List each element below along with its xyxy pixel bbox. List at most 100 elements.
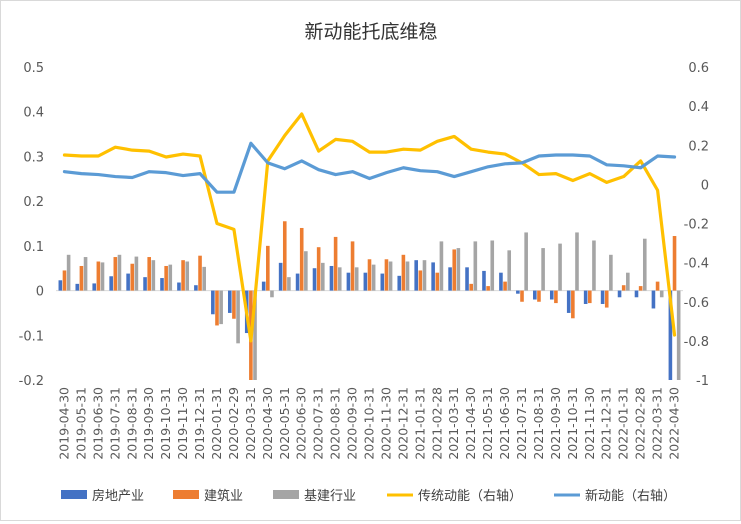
bar-infrastructure bbox=[304, 251, 308, 291]
bar-construction bbox=[181, 260, 185, 291]
legend-label: 基建行业 bbox=[304, 489, 356, 504]
x-axis-tick-label: 2021-03-31 bbox=[446, 387, 461, 460]
bar-real-estate bbox=[533, 290, 537, 300]
x-axis-tick-label: 2021-10-31 bbox=[565, 387, 580, 460]
right-axis-tick-label: -0.2 bbox=[684, 218, 709, 233]
x-axis-tick-label: 2020-08-31 bbox=[328, 387, 343, 460]
bar-infrastructure bbox=[473, 241, 478, 291]
bar-construction bbox=[435, 272, 440, 291]
x-axis-tick-label: 2021-02-28 bbox=[429, 387, 444, 460]
bar-real-estate bbox=[75, 283, 80, 291]
bar-infrastructure bbox=[354, 267, 359, 291]
bar-real-estate bbox=[465, 267, 469, 291]
bar-real-estate bbox=[346, 272, 351, 291]
bar-real-estate bbox=[549, 290, 554, 300]
bar-construction bbox=[215, 290, 219, 326]
bar-infrastructure bbox=[236, 290, 240, 344]
bar-construction bbox=[198, 255, 202, 291]
x-axis-tick-label: 2020-04-30 bbox=[260, 387, 275, 460]
chart-title: 新动能托底维稳 bbox=[304, 21, 437, 43]
legend-label: 新动能（右轴） bbox=[585, 488, 676, 504]
bar-construction bbox=[113, 257, 118, 291]
bar-construction bbox=[147, 257, 151, 291]
bar-construction bbox=[520, 290, 524, 302]
x-axis-tick-label: 2022-03-31 bbox=[650, 387, 665, 460]
bar-construction bbox=[266, 245, 270, 291]
bar-infrastructure bbox=[185, 261, 190, 291]
bar-infrastructure bbox=[151, 260, 156, 291]
legend-swatch bbox=[173, 490, 199, 499]
bar-real-estate bbox=[414, 260, 418, 291]
bar-real-estate bbox=[499, 272, 503, 291]
bar-infrastructure bbox=[642, 238, 647, 291]
bar-real-estate bbox=[651, 290, 656, 309]
x-axis-tick-label: 2020-01-31 bbox=[209, 387, 224, 460]
x-axis-tick-label: 2019-10-31 bbox=[158, 387, 173, 460]
bar-real-estate bbox=[397, 275, 402, 291]
left-axis-tick-label: 0.3 bbox=[23, 150, 44, 165]
bar-construction bbox=[96, 261, 101, 291]
x-axis-tick-label: 2019-07-31 bbox=[107, 387, 122, 460]
left-axis-tick-label: 0.4 bbox=[23, 106, 44, 121]
bar-construction bbox=[350, 241, 355, 291]
bar-real-estate bbox=[58, 280, 63, 291]
x-axis-tick-label: 2021-09-30 bbox=[548, 387, 563, 460]
bar-construction bbox=[232, 290, 236, 319]
bar-real-estate bbox=[668, 290, 673, 380]
bar-real-estate bbox=[227, 290, 232, 313]
bar-construction bbox=[367, 259, 372, 291]
x-axis-tick-label: 2019-12-31 bbox=[192, 387, 207, 460]
bar-infrastructure bbox=[558, 243, 562, 291]
bar-construction bbox=[554, 290, 558, 304]
bar-infrastructure bbox=[253, 290, 257, 380]
bar-construction bbox=[164, 265, 168, 291]
bar-infrastructure bbox=[83, 257, 88, 291]
bar-infrastructure bbox=[388, 261, 393, 291]
bar-infrastructure bbox=[609, 254, 613, 291]
legend: 房地产业 建筑业 基建行业 传统动能（右轴） 新动能（右轴） bbox=[61, 488, 676, 504]
bar-infrastructure bbox=[66, 254, 71, 291]
bar-construction bbox=[486, 286, 490, 291]
bar-infrastructure bbox=[659, 290, 664, 298]
bar-construction bbox=[418, 270, 423, 291]
x-axis-tick-label: 2019-04-30 bbox=[56, 387, 71, 460]
left-axis-tick-label: -0.2 bbox=[19, 374, 44, 389]
x-axis-tick-label: 2019-06-30 bbox=[90, 387, 105, 460]
x-axis-tick-label: 2022-01-31 bbox=[616, 387, 631, 460]
bar-construction bbox=[401, 254, 406, 291]
right-axis-tick-label: -1 bbox=[696, 374, 709, 389]
left-axis-tick-label: 0.2 bbox=[23, 195, 44, 210]
line-new-momentum bbox=[62, 141, 677, 194]
bar-construction bbox=[604, 290, 609, 308]
bar-infrastructure bbox=[321, 262, 325, 291]
left-axis-tick-label: 0.1 bbox=[23, 240, 44, 255]
bar-construction bbox=[130, 263, 135, 291]
bar-infrastructure bbox=[270, 290, 274, 298]
x-axis-tick-label: 2020-11-30 bbox=[378, 387, 393, 460]
bar-infrastructure bbox=[439, 241, 444, 291]
bar-infrastructure bbox=[219, 290, 223, 325]
right-axis-tick-label: -0.6 bbox=[684, 296, 709, 311]
right-axis-tick-label: 0.4 bbox=[688, 100, 709, 115]
bar-real-estate bbox=[634, 290, 639, 298]
x-axis-tick-label: 2021-08-31 bbox=[531, 387, 546, 460]
bar-infrastructure bbox=[287, 277, 291, 291]
x-axis-tick-label: 2021-07-31 bbox=[514, 387, 529, 460]
x-axis-tick-label: 2021-01-31 bbox=[412, 387, 427, 460]
x-axis-tick-label: 2020-10-31 bbox=[362, 387, 377, 460]
x-axis-tick-label: 2021-04-30 bbox=[463, 387, 478, 460]
x-axis-tick-label: 2020-03-31 bbox=[243, 387, 258, 460]
bar-infrastructure bbox=[626, 272, 630, 291]
x-axis-tick-label: 2020-12-31 bbox=[395, 387, 410, 460]
x-axis-tick-label: 2020-07-31 bbox=[311, 387, 326, 460]
bar-real-estate bbox=[126, 273, 130, 291]
bar-construction bbox=[333, 236, 338, 291]
bar-construction bbox=[588, 290, 592, 304]
x-axis-tick-label: 2020-09-30 bbox=[345, 387, 360, 460]
bar-infrastructure bbox=[490, 240, 495, 291]
bar-infrastructure bbox=[337, 267, 342, 291]
bar-infrastructure bbox=[405, 261, 410, 291]
bar-construction bbox=[79, 265, 84, 291]
